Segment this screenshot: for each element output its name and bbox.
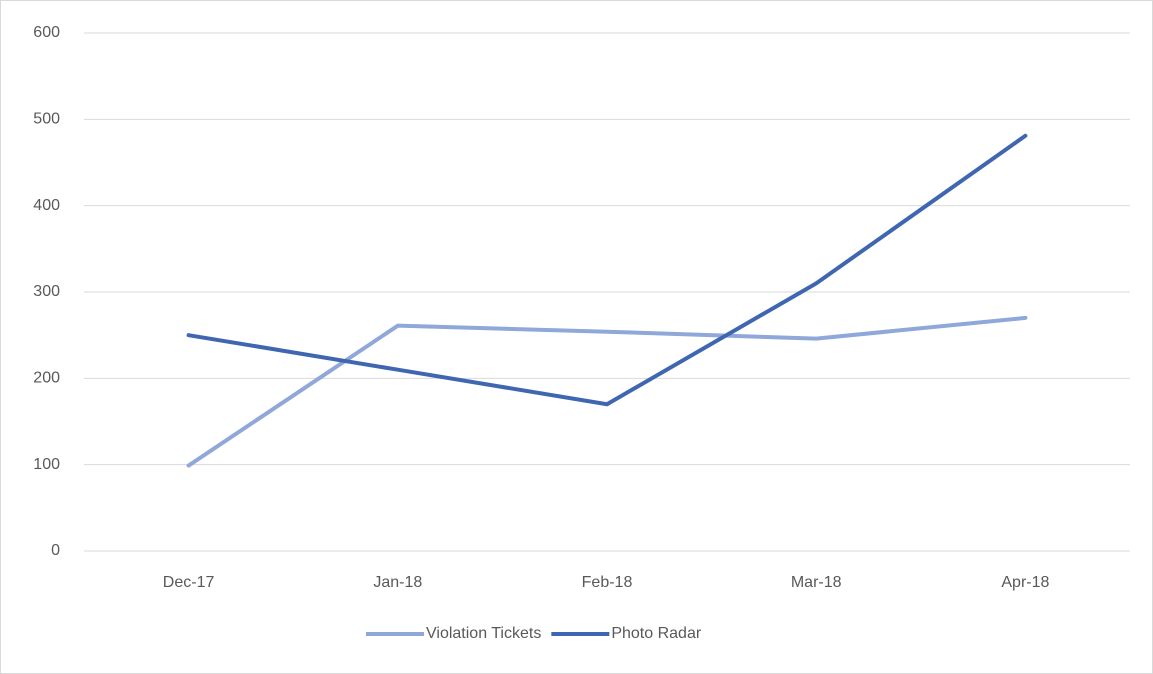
y-tick-label: 400 xyxy=(33,197,60,214)
legend-label: Photo Radar xyxy=(611,625,702,642)
x-tick-label: Feb-18 xyxy=(582,574,633,591)
y-tick-label: 300 xyxy=(33,283,60,300)
x-tick-label: Jan-18 xyxy=(373,574,422,591)
x-tick-label: Mar-18 xyxy=(791,574,842,591)
x-tick-label: Dec-17 xyxy=(163,574,215,591)
series-line xyxy=(186,315,1028,468)
y-tick-label: 0 xyxy=(51,542,60,559)
x-tick-label: Apr-18 xyxy=(1001,574,1049,591)
y-tick-label: 500 xyxy=(33,111,60,128)
y-tick-label: 200 xyxy=(33,370,60,387)
y-tick-label: 100 xyxy=(33,456,60,473)
legend-label: Violation Tickets xyxy=(426,625,541,642)
series-line xyxy=(186,133,1028,407)
y-tick-label: 600 xyxy=(33,24,60,41)
